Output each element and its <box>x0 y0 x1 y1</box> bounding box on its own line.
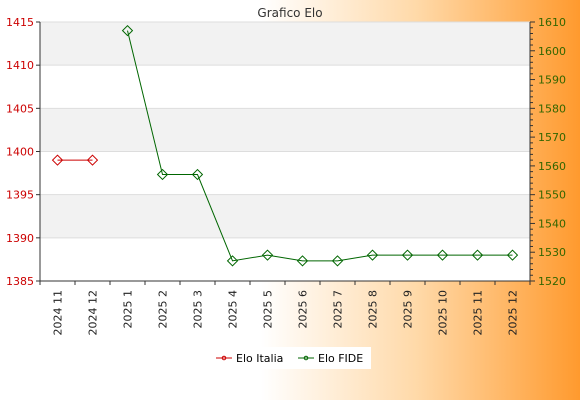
x-tick-label: 2025 12 <box>507 290 520 336</box>
left-tick-label: 1405 <box>6 102 34 115</box>
right-tick-label: 1600 <box>538 45 566 58</box>
data-point-elo-fide <box>121 24 134 37</box>
left-axis-ticks: 1385 1390 1395 1400 1405 1410 1415 <box>6 16 40 288</box>
plot-band <box>40 108 530 152</box>
right-tick-label: 1580 <box>538 102 566 115</box>
chart-title: Grafico Elo <box>257 6 322 20</box>
x-tick-label: 2025 1 <box>122 290 135 329</box>
right-tick-label: 1540 <box>538 217 566 230</box>
x-tick-label: 2025 8 <box>367 290 380 329</box>
data-point-elo-fide <box>261 249 274 261</box>
plot-band <box>40 65 530 109</box>
data-point-elo-italia <box>86 154 99 166</box>
right-tick-label: 1530 <box>538 246 566 259</box>
data-point-elo-fide <box>331 255 344 267</box>
left-tick-label: 1415 <box>6 16 34 29</box>
left-tick-label: 1395 <box>6 189 34 202</box>
legend: Elo Italia Elo FIDE <box>211 347 371 369</box>
plot-band <box>40 22 530 66</box>
series-line-elo-fide <box>127 30 513 262</box>
data-point-elo-fide <box>436 249 449 261</box>
x-tick-label: 2025 2 <box>157 290 170 329</box>
data-point-elo-fide <box>191 168 204 181</box>
left-tick-label: 1390 <box>6 232 34 245</box>
legend-label-elo-fide: Elo FIDE <box>318 352 363 365</box>
data-point-elo-fide <box>156 168 169 181</box>
legend-marker-elo-fide <box>303 355 309 361</box>
x-tick-label: 2024 11 <box>52 290 65 336</box>
data-point-elo-fide <box>401 249 414 261</box>
series-layer <box>51 24 519 267</box>
plot-band <box>40 194 530 238</box>
legend-label-elo-italia: Elo Italia <box>236 352 283 365</box>
data-point-elo-fide <box>226 255 239 267</box>
x-tick-label: 2025 10 <box>437 290 450 336</box>
right-tick-label: 1610 <box>538 16 566 29</box>
x-tick-label: 2025 4 <box>227 290 240 329</box>
plot-band <box>40 151 530 195</box>
data-point-elo-fide <box>296 255 309 267</box>
data-point-elo-fide <box>366 249 379 261</box>
x-tick-label: 2025 5 <box>262 290 275 329</box>
x-tick-label: 2025 3 <box>192 290 205 329</box>
legend-marker-elo-italia <box>221 355 227 361</box>
left-tick-label: 1400 <box>6 146 34 159</box>
right-tick-label: 1520 <box>538 275 566 288</box>
x-tick-label: 2025 11 <box>472 290 485 336</box>
left-tick-label: 1385 <box>6 275 34 288</box>
left-tick-label: 1410 <box>6 59 34 72</box>
x-tick-label: 2025 9 <box>402 290 415 329</box>
right-tick-label: 1560 <box>538 160 566 173</box>
right-tick-label: 1570 <box>538 131 566 144</box>
x-tick-label: 2025 6 <box>297 290 310 329</box>
x-axis-ticks: 2024 11 2024 12 2025 1 2025 2 2025 3 2025 4 20… <box>39 281 531 336</box>
right-tick-label: 1550 <box>538 189 566 202</box>
data-point-elo-italia <box>51 154 64 166</box>
right-tick-label: 1590 <box>538 74 566 87</box>
data-point-elo-fide <box>506 249 519 261</box>
x-tick-label: 2024 12 <box>87 290 100 336</box>
plot-band <box>40 237 530 281</box>
data-point-elo-fide <box>471 249 484 261</box>
right-axis-ticks: 1520 1530 1540 1550 1560 1570 1580 1590 1600 1610 <box>530 16 566 288</box>
x-tick-label: 2025 7 <box>332 290 345 329</box>
legend-box <box>211 347 371 369</box>
